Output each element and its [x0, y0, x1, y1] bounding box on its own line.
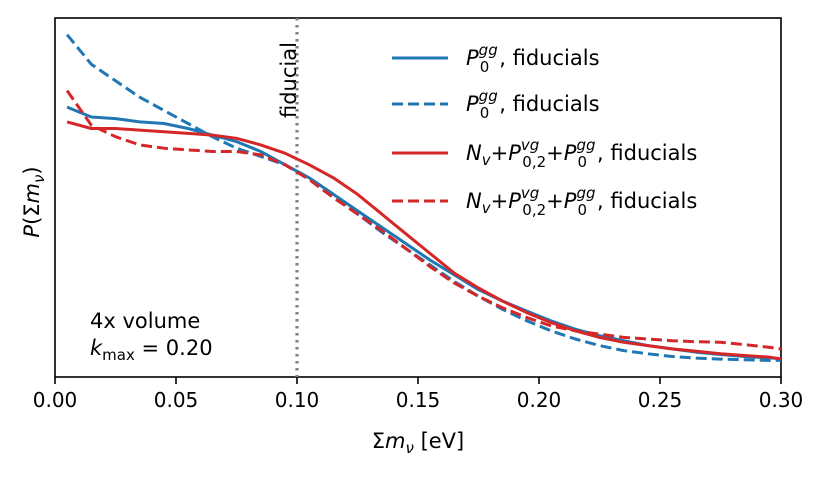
- x-tick-label: 0.15: [396, 388, 441, 412]
- fiducial-label: fiducial: [277, 42, 301, 118]
- legend: Pgg 0, fiducials Pgg 0, fiducials Nv+Pvg 0,…: [392, 41, 697, 219]
- kmax-value: = 0.20: [135, 336, 213, 360]
- kmax-subscript: max: [102, 346, 135, 364]
- legend-label-blue-solid: Pgg 0, fiducials: [466, 41, 600, 76]
- x-tick-label: 0.05: [154, 388, 199, 412]
- legend-label-blue-dashed: Pgg 0, fiducials: [466, 87, 600, 122]
- kmax-symbol: k: [90, 336, 103, 360]
- legend-label-red-solid: Nv+Pvg 0,2+Pgg 0, fiducials: [466, 136, 697, 171]
- series-line-3: [65, 89, 782, 351]
- series-line-2: [66, 120, 782, 361]
- annotation-kmax: kmax = 0.20: [90, 336, 213, 364]
- x-tick-label: 0.00: [33, 388, 78, 412]
- x-tick-label: 0.25: [638, 388, 683, 412]
- x-axis-label: Σmν [eV]: [372, 429, 465, 457]
- x-tick-label: 0.20: [517, 388, 562, 412]
- legend-label-red-dashed: Nv+Pvg 0,2+Pgg 0, fiducials: [466, 184, 697, 219]
- annotation-volume: 4x volume: [90, 309, 200, 333]
- x-axis-ticks: 0.00 0.05 0.10 0.15 0.20 0.25 0.30: [33, 377, 804, 412]
- x-tick-label: 0.10: [275, 388, 320, 412]
- x-tick-label: 0.30: [759, 388, 804, 412]
- series-group: [65, 33, 782, 362]
- y-axis-label: P(Σmν): [20, 166, 48, 237]
